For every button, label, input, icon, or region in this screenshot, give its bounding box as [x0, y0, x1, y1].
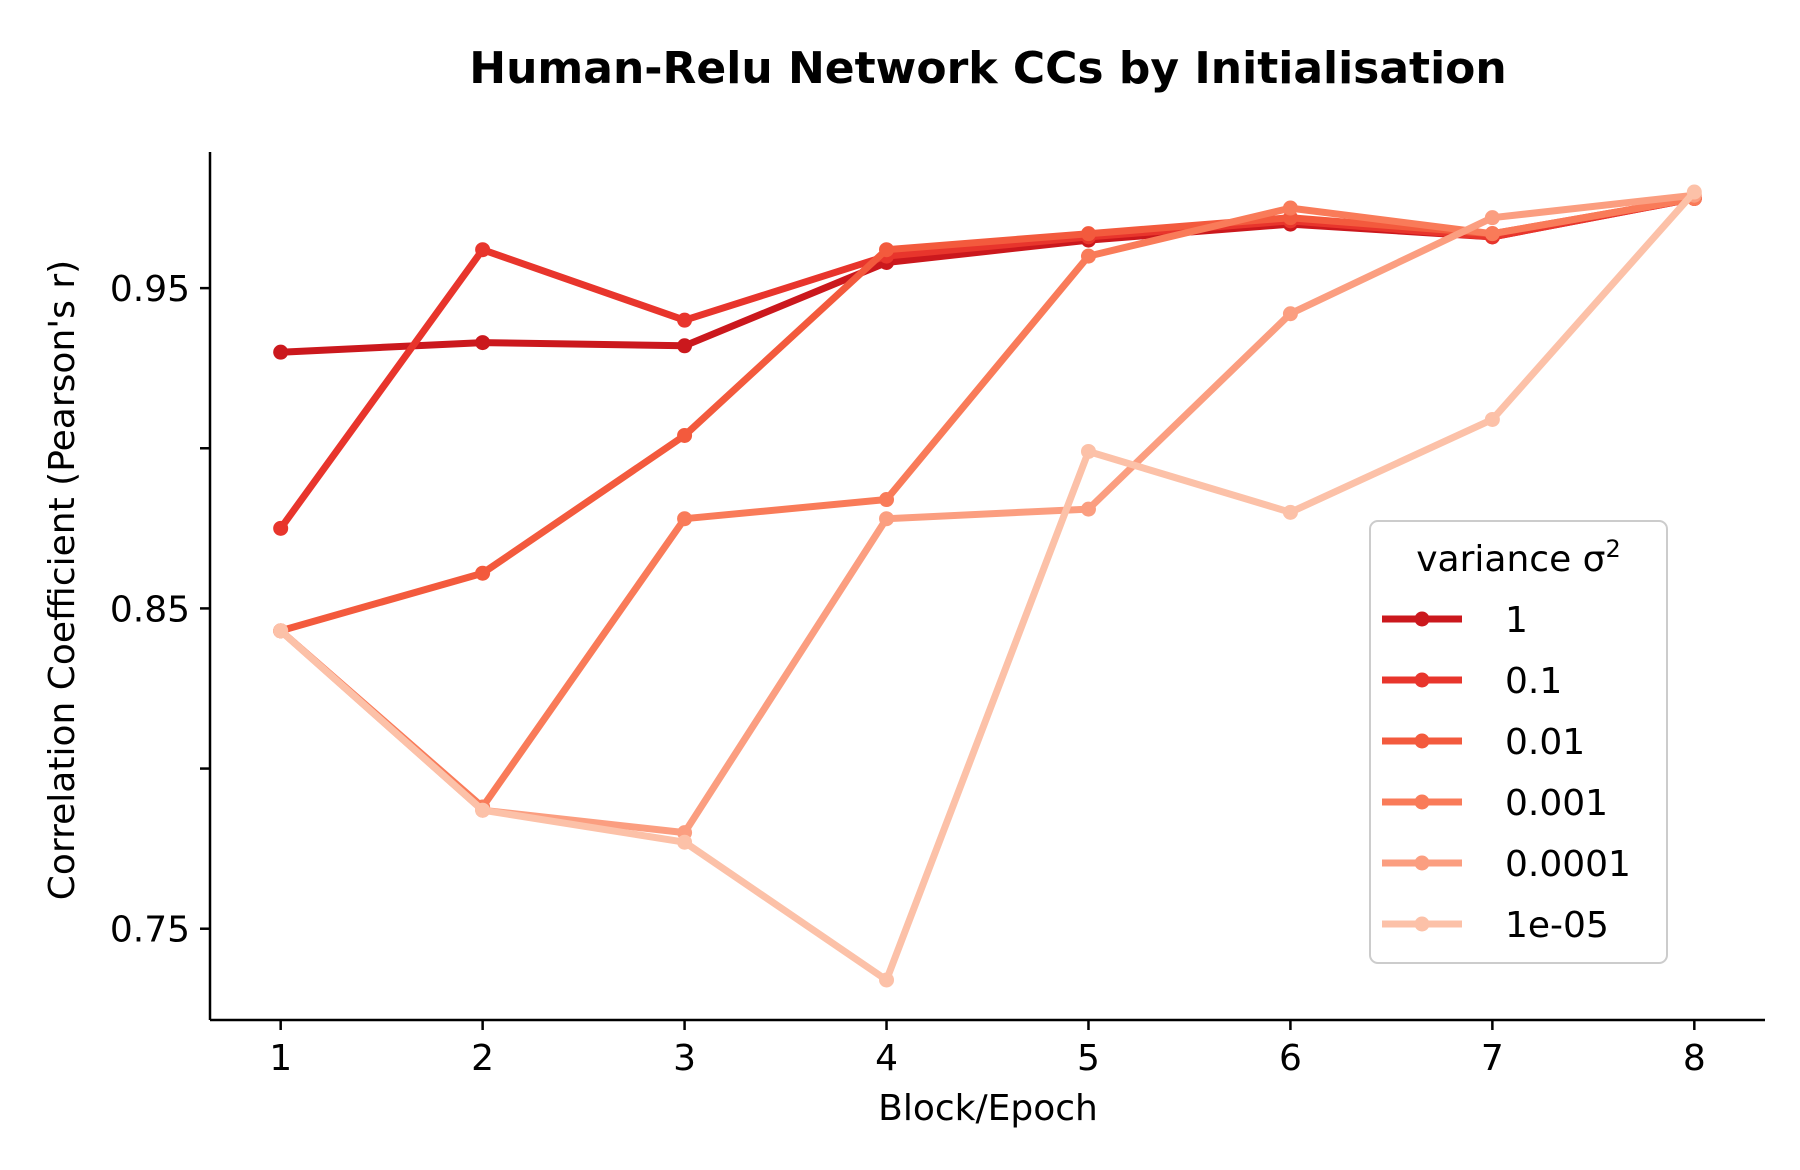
- x-tick-label: 3: [673, 1038, 696, 1079]
- legend-marker: [1414, 611, 1430, 627]
- series-line: [277, 194, 1698, 811]
- legend-item-0.01: 0.01: [1382, 722, 1585, 763]
- x-tick-label: 5: [1077, 1038, 1100, 1079]
- data-point: [1080, 248, 1096, 264]
- data-point: [1282, 504, 1298, 520]
- series-1e-05: [273, 184, 1702, 988]
- legend-item-0.0001: 0.0001: [1382, 844, 1631, 885]
- legend: variance σ2 1 0.1 0.01 0.001 0.0001 1e-05: [1369, 520, 1668, 964]
- x-tick-label: 4: [875, 1038, 898, 1079]
- x-tick-label: 2: [471, 1038, 494, 1079]
- legend-label: 0.0001: [1505, 844, 1631, 885]
- chart-title: Human-Relu Network CCs by Initialisation: [469, 43, 1506, 94]
- axes: 1 2 3 4 5 6 7 8 0.75 0.85 0.95: [110, 152, 1765, 1079]
- data-point: [879, 492, 895, 508]
- data-point: [475, 242, 491, 258]
- data-point: [1080, 226, 1096, 242]
- legend-label: 0.01: [1505, 722, 1585, 763]
- data-point: [1080, 443, 1096, 459]
- x-tick-label: 7: [1481, 1038, 1504, 1079]
- x-tick-label: 8: [1683, 1038, 1706, 1079]
- x-tick-label: 1: [269, 1038, 292, 1079]
- legend-marker: [1414, 855, 1430, 871]
- legend-marker: [1414, 916, 1430, 932]
- data-point: [879, 972, 895, 988]
- data-point: [1686, 184, 1702, 200]
- data-point: [1282, 306, 1298, 322]
- legend-marker: [1414, 794, 1430, 810]
- data-point: [475, 802, 491, 818]
- legend-label: 0.1: [1505, 661, 1562, 702]
- data-point: [677, 834, 693, 850]
- series-line: [277, 194, 1698, 532]
- legend-box: [1369, 520, 1668, 964]
- legend-marker: [1414, 733, 1430, 749]
- legend-item-0.001: 0.001: [1382, 783, 1608, 824]
- legend-item-1e-05: 1e-05: [1382, 905, 1609, 946]
- data-point: [273, 623, 289, 639]
- data-point: [677, 338, 693, 354]
- data-point: [677, 312, 693, 328]
- data-point: [1282, 200, 1298, 216]
- data-point: [1484, 210, 1500, 226]
- legend-item-0.1: 0.1: [1382, 661, 1562, 702]
- legend-marker: [1414, 672, 1430, 688]
- data-point: [677, 511, 693, 527]
- data-point: [1484, 411, 1500, 427]
- data-point: [273, 520, 289, 536]
- data-point: [475, 565, 491, 581]
- legend-title: variance σ2: [1416, 535, 1621, 580]
- x-tick-label: 6: [1279, 1038, 1302, 1079]
- x-axis-label: Block/Epoch: [878, 1088, 1098, 1129]
- legend-item-1: 1: [1382, 600, 1528, 641]
- y-axis-label: Correlation Coefficient (Pearson's r): [42, 260, 83, 900]
- legend-label: 1: [1505, 600, 1528, 641]
- legend-label: 1e-05: [1505, 905, 1609, 946]
- y-tick-label: 0.85: [110, 589, 190, 630]
- data-point: [475, 335, 491, 351]
- data-point: [1080, 501, 1096, 517]
- series-line: [277, 188, 1698, 984]
- data-point: [879, 511, 895, 527]
- data-point: [1484, 226, 1500, 242]
- data-point: [677, 427, 693, 443]
- data-point: [273, 344, 289, 360]
- y-tick-label: 0.75: [110, 910, 190, 951]
- data-point: [879, 242, 895, 258]
- y-tick-label: 0.95: [110, 269, 190, 310]
- series-layer: [273, 184, 1702, 988]
- legend-label: 0.001: [1505, 783, 1608, 824]
